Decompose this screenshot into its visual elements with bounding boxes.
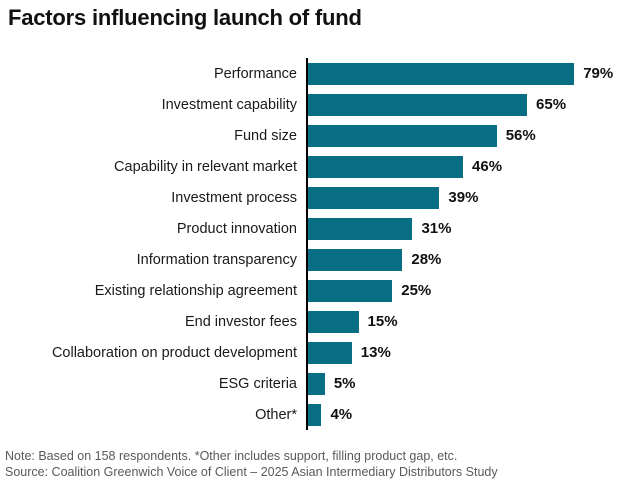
bar-row: ESG criteria 5% [0, 368, 626, 399]
bar-area: 79% [306, 58, 626, 89]
bar [308, 279, 393, 302]
bar-area: 25% [306, 275, 626, 306]
bar-row: Performance 79% [0, 58, 626, 89]
bar-row: Information transparency 28% [0, 244, 626, 275]
value-label: 31% [421, 220, 452, 237]
bar-row: End investor fees 15% [0, 306, 626, 337]
bar-area: 56% [306, 120, 626, 151]
bar-area: 31% [306, 213, 626, 244]
value-label: 65% [536, 96, 567, 113]
bar [308, 62, 575, 85]
bar-area: 4% [306, 399, 626, 430]
bar-row: Fund size 56% [0, 120, 626, 151]
value-label: 28% [411, 251, 442, 268]
category-label: End investor fees [184, 313, 297, 330]
bar [308, 155, 464, 178]
source-line: Source: Coalition Greenwich Voice of Cli… [5, 465, 498, 479]
bar [308, 372, 325, 395]
value-label: 4% [330, 406, 353, 423]
category-label: Product innovation [176, 220, 297, 237]
footnotes: Note: Based on 158 respondents. *Other i… [5, 448, 498, 480]
bar-area: 65% [306, 89, 626, 120]
bar-row: Other* 4% [0, 399, 626, 430]
bar-row: Collaboration on product development 13% [0, 337, 626, 368]
category-label: ESG criteria [218, 375, 297, 392]
bar-area: 15% [306, 306, 626, 337]
bar-row: Capability in relevant market 46% [0, 151, 626, 182]
bar-row: Investment process 39% [0, 182, 626, 213]
bar-area: 5% [306, 368, 626, 399]
value-label: 46% [472, 158, 503, 175]
category-label: Collaboration on product development [51, 344, 297, 361]
category-label: Investment process [171, 189, 297, 206]
bar [308, 124, 497, 147]
bar [308, 403, 322, 426]
bar-row: Product innovation 31% [0, 213, 626, 244]
value-label: 25% [401, 282, 432, 299]
value-label: 13% [360, 344, 391, 361]
bar-row: Existing relationship agreement 25% [0, 275, 626, 306]
value-label: 15% [367, 313, 398, 330]
bar-area: 39% [306, 182, 626, 213]
bar-area: 28% [306, 244, 626, 275]
bar [308, 186, 440, 209]
bar [308, 341, 352, 364]
bar [308, 217, 413, 240]
chart-title: Factors influencing launch of fund [8, 5, 362, 30]
value-label: 79% [583, 65, 614, 82]
category-label: Existing relationship agreement [94, 282, 297, 299]
bar-row: Investment capability 65% [0, 89, 626, 120]
category-label: Capability in relevant market [114, 158, 297, 175]
category-label: Fund size [234, 127, 297, 144]
value-label: 56% [505, 127, 536, 144]
bar-area: 13% [306, 337, 626, 368]
value-label: 39% [448, 189, 479, 206]
category-label: Information transparency [136, 251, 297, 268]
bar-area: 46% [306, 151, 626, 182]
bar [308, 310, 359, 333]
value-label: 5% [333, 375, 356, 392]
bar [308, 93, 528, 116]
category-label: Investment capability [161, 96, 297, 113]
bar-chart: Performance 79% Investment capability 65% Fu… [0, 58, 626, 430]
category-label: Other* [255, 406, 297, 423]
note-line: Note: Based on 158 respondents. *Other i… [5, 449, 458, 463]
bar [308, 248, 403, 271]
category-label: Performance [213, 65, 297, 82]
